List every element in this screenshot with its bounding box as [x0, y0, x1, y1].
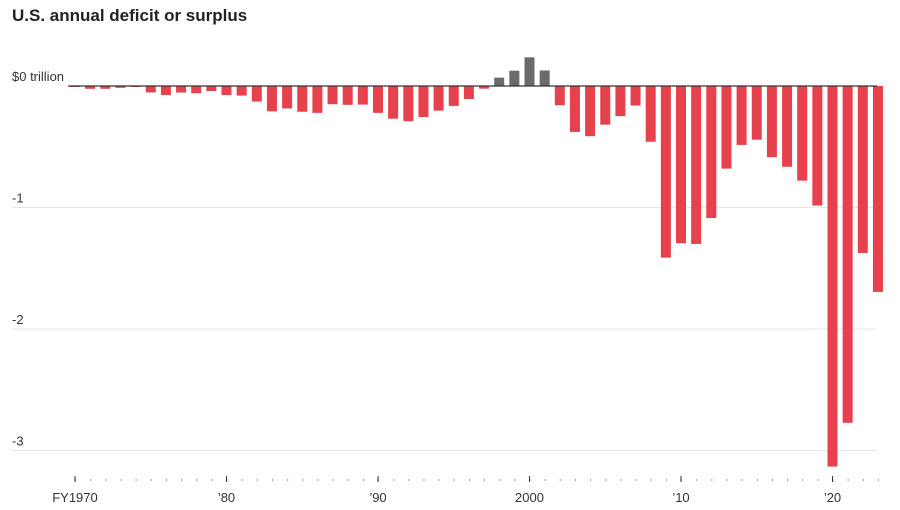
- bar: [433, 86, 444, 111]
- bar: [615, 86, 626, 117]
- x-tick-label: FY1970: [52, 490, 98, 505]
- bar: [373, 86, 383, 113]
- bar: [766, 86, 777, 158]
- x-tick-label: ’90: [369, 490, 386, 505]
- bar: [251, 86, 262, 102]
- bar: [100, 86, 111, 89]
- x-tick-label: 2000: [515, 490, 544, 505]
- bar: [342, 86, 353, 105]
- bar: [176, 86, 187, 93]
- bar: [630, 86, 641, 106]
- bar: [236, 86, 247, 96]
- bar: [327, 86, 338, 105]
- bar: [221, 86, 232, 95]
- x-tick-label: ’80: [218, 490, 235, 505]
- bar: [842, 86, 853, 423]
- bar: [145, 86, 156, 93]
- bar: [751, 86, 762, 140]
- bar: [85, 86, 96, 89]
- bar: [160, 86, 171, 95]
- y-tick-label: -3: [12, 434, 24, 449]
- bar: [297, 86, 308, 112]
- bar: [676, 86, 686, 244]
- bar: [585, 86, 596, 137]
- y-tick-label: $0 trillion: [12, 69, 64, 84]
- y-tick-label: -1: [12, 191, 24, 206]
- bar: [357, 86, 368, 105]
- bar: [857, 86, 868, 254]
- bar: [206, 86, 217, 91]
- bar: [736, 86, 747, 145]
- bar: [872, 86, 883, 292]
- bar: [827, 86, 838, 467]
- bar: [509, 70, 520, 86]
- bar: [282, 86, 293, 109]
- x-tick-label: ’20: [824, 490, 841, 505]
- bar: [782, 86, 793, 167]
- bar: [645, 86, 656, 142]
- bar: [554, 86, 565, 106]
- chart-title: U.S. annual deficit or surplus: [12, 6, 248, 25]
- bar: [388, 86, 399, 119]
- bar: [312, 86, 323, 113]
- bar: [691, 86, 702, 244]
- bar: [600, 86, 611, 125]
- bar: [403, 86, 414, 122]
- gridlines: [12, 207, 877, 451]
- bar: [539, 70, 550, 86]
- x-axis: FY1970 ’80 ’90 2000 ’10 ’20: [52, 476, 879, 505]
- y-tick-label: -2: [12, 312, 24, 327]
- bar: [797, 86, 808, 181]
- bar: [706, 86, 717, 219]
- bar: [721, 86, 732, 169]
- bar: [524, 57, 535, 86]
- bar: [448, 86, 459, 106]
- bar: [115, 86, 126, 88]
- bar: [479, 86, 490, 89]
- bar: [463, 86, 474, 100]
- y-axis-ticks: $0 trillion -1 -2 -3: [12, 69, 64, 449]
- bar: [569, 86, 580, 132]
- x-tick-label: ’10: [672, 490, 689, 505]
- bar: [418, 86, 429, 117]
- bar: [812, 86, 823, 206]
- bar: [660, 86, 671, 258]
- bar: [266, 86, 277, 112]
- bar: [191, 86, 202, 94]
- bars: [68, 57, 883, 467]
- bar: [494, 77, 505, 86]
